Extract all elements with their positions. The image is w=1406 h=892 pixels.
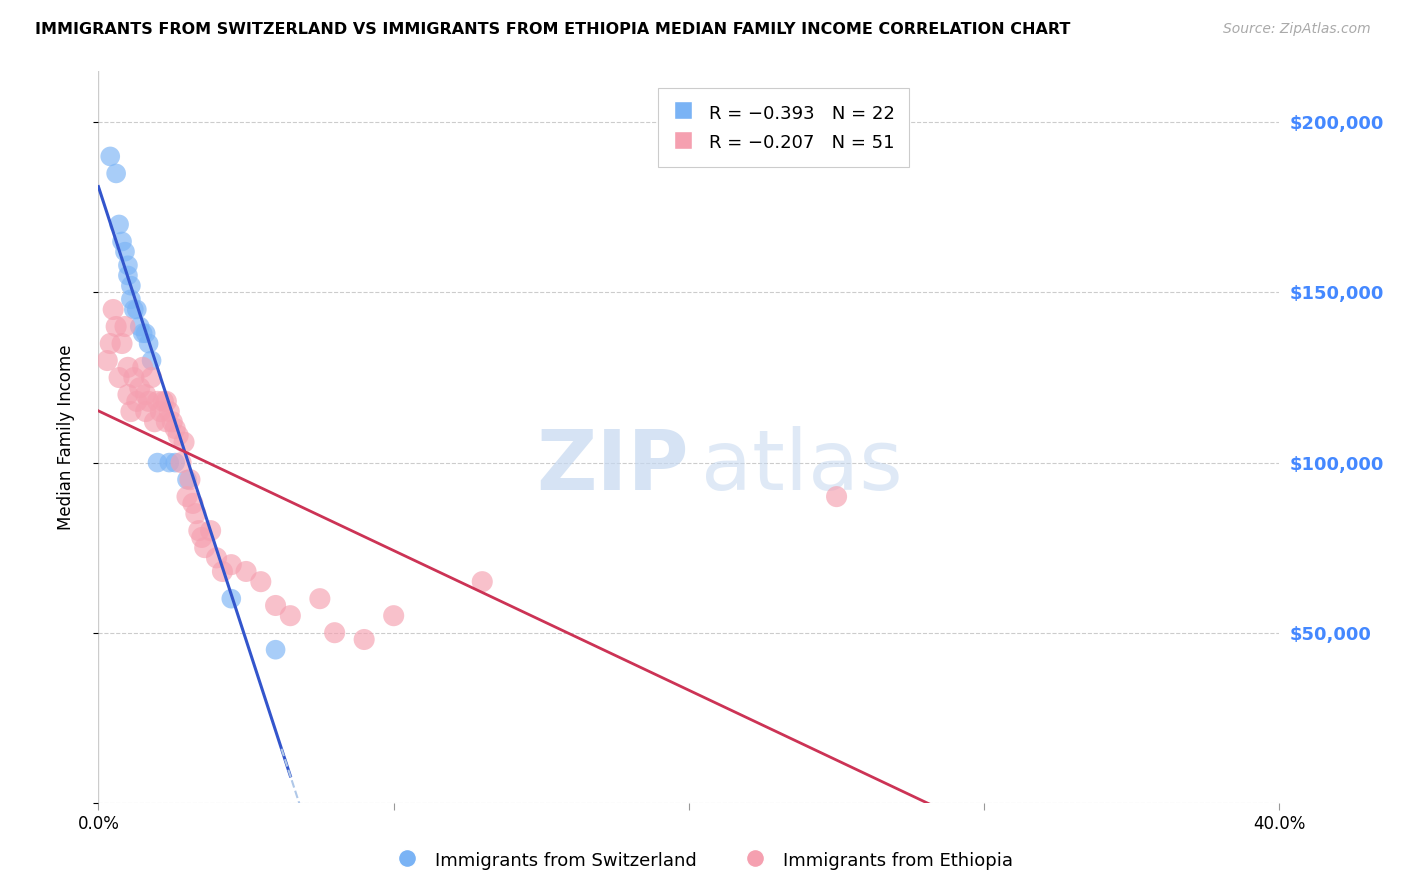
Point	[155, 415, 177, 429]
Text: ZIP: ZIP	[537, 425, 689, 507]
Y-axis label: Median Family Income: Median Family Income	[56, 344, 75, 530]
Text: IMMIGRANTS FROM SWITZERLAND VS IMMIGRANTS FROM ETHIOPIA MEDIAN FAMILY INCOME COR: IMMIGRANTS FROM SWITZERLAND VS IMMIGRANT…	[35, 22, 1070, 37]
Point	[170, 456, 193, 470]
Text: atlas: atlas	[700, 425, 903, 507]
Point	[179, 473, 201, 487]
Point	[117, 387, 139, 401]
Point	[157, 456, 180, 470]
Point	[143, 415, 166, 429]
Point	[264, 599, 287, 613]
Point	[105, 166, 128, 180]
Point	[122, 302, 145, 317]
Legend: Immigrants from Switzerland, Immigrants from Ethiopia: Immigrants from Switzerland, Immigrants …	[385, 842, 1021, 879]
Point	[825, 490, 848, 504]
Point	[117, 258, 139, 272]
Point	[382, 608, 405, 623]
Point	[111, 336, 134, 351]
Point	[135, 326, 157, 341]
Point	[162, 415, 183, 429]
Point	[111, 235, 134, 249]
Point	[323, 625, 346, 640]
Point	[117, 360, 139, 375]
Point	[132, 360, 155, 375]
Point	[135, 387, 157, 401]
Point	[152, 394, 174, 409]
Point	[135, 404, 157, 418]
Point	[120, 293, 142, 307]
Point	[114, 319, 136, 334]
Point	[471, 574, 494, 589]
Point	[132, 326, 155, 341]
Point	[280, 608, 302, 623]
Point	[122, 370, 145, 384]
Point	[114, 244, 136, 259]
Point	[98, 149, 121, 163]
Point	[128, 381, 150, 395]
Point	[194, 541, 217, 555]
Point	[105, 319, 128, 334]
Point	[187, 524, 209, 538]
Point	[146, 456, 169, 470]
Point	[128, 319, 150, 334]
Point	[221, 558, 243, 572]
Point	[205, 550, 228, 565]
Point	[176, 473, 198, 487]
Point	[353, 632, 375, 647]
Point	[117, 268, 139, 283]
Point	[120, 278, 142, 293]
Point	[165, 456, 187, 470]
Point	[155, 394, 177, 409]
Point	[125, 302, 148, 317]
Point	[141, 370, 163, 384]
Point	[141, 353, 163, 368]
Point	[184, 507, 207, 521]
Point	[250, 574, 273, 589]
Point	[146, 394, 169, 409]
Point	[120, 404, 142, 418]
Point	[264, 642, 287, 657]
Point	[125, 394, 148, 409]
Point	[108, 218, 131, 232]
Point	[221, 591, 243, 606]
Point	[211, 565, 233, 579]
Point	[176, 490, 198, 504]
Point	[191, 531, 214, 545]
Point	[181, 496, 204, 510]
Point	[149, 404, 172, 418]
Point	[157, 404, 180, 418]
Point	[98, 336, 121, 351]
Legend: R = −0.393   N = 22, R = −0.207   N = 51: R = −0.393 N = 22, R = −0.207 N = 51	[658, 87, 908, 168]
Text: Source: ZipAtlas.com: Source: ZipAtlas.com	[1223, 22, 1371, 37]
Point	[108, 370, 131, 384]
Point	[103, 302, 125, 317]
Point	[235, 565, 257, 579]
Point	[309, 591, 332, 606]
Point	[200, 524, 222, 538]
Point	[96, 353, 118, 368]
Point	[165, 421, 187, 435]
Point	[138, 394, 160, 409]
Point	[138, 336, 160, 351]
Point	[167, 428, 190, 442]
Point	[173, 435, 195, 450]
